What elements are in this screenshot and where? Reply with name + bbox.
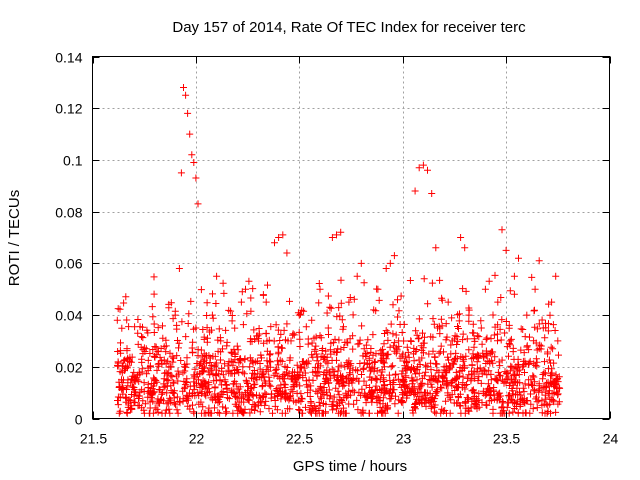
y-tick-label: 0.02 — [55, 360, 82, 376]
y-axis-label: ROTI / TECUs — [6, 190, 23, 286]
chart-title: Day 157 of 2014, Rate Of TEC Index for r… — [172, 19, 526, 36]
y-tick-label: 0.04 — [55, 308, 82, 324]
x-axis-label: GPS time / hours — [293, 458, 407, 475]
x-tick-label: 22.5 — [286, 431, 313, 447]
y-tick-label: 0.08 — [55, 205, 82, 221]
x-tick-label: 23.5 — [493, 431, 520, 447]
data-points — [113, 84, 564, 417]
x-tick-label: 23 — [396, 431, 412, 447]
roti-plus-markers — [113, 84, 564, 417]
y-tick-label: 0.12 — [55, 101, 82, 117]
plot-frame — [92, 56, 610, 419]
x-axis-ticks: 21.5 22 22.5 23 23.5 24 — [80, 56, 619, 447]
x-tick-label: 21.5 — [80, 431, 107, 447]
y-axis-ticks: 0 0.02 0.04 0.06 0.08 0.1 0.12 0.14 — [55, 50, 610, 428]
y-tick-label: 0 — [75, 412, 83, 428]
y-tick-label: 0.1 — [63, 153, 83, 169]
y-tick-label: 0.06 — [55, 256, 82, 272]
x-tick-label: 24 — [603, 431, 619, 447]
y-tick-label: 0.14 — [55, 50, 82, 66]
x-tick-label: 22 — [189, 431, 205, 447]
